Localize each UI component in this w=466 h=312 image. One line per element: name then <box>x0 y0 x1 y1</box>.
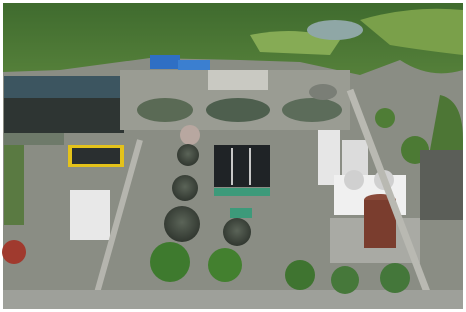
scene <box>2 3 463 309</box>
tree <box>331 266 359 294</box>
building <box>342 140 368 175</box>
tree <box>208 248 242 282</box>
basin <box>4 98 124 133</box>
tree <box>375 108 395 128</box>
tank <box>164 206 200 242</box>
clarifier <box>137 98 193 122</box>
tanks <box>208 70 268 90</box>
page: (() => { const data = JSON.parse(documen… <box>0 0 466 312</box>
tank <box>309 84 337 100</box>
trees <box>4 145 24 225</box>
tree <box>150 242 190 282</box>
roof <box>150 55 180 69</box>
parking <box>70 190 110 240</box>
tank <box>2 240 26 264</box>
filters <box>214 145 270 187</box>
tank <box>223 218 251 246</box>
roof <box>214 188 270 196</box>
basin <box>4 76 140 98</box>
shed <box>420 150 463 220</box>
pond <box>307 20 363 40</box>
aerial-photo <box>0 0 466 312</box>
tree <box>380 263 410 293</box>
clarifier <box>206 98 270 122</box>
tree <box>285 260 315 290</box>
embankment <box>4 133 64 145</box>
tank <box>177 144 199 166</box>
clarifier <box>282 98 342 122</box>
tank <box>172 175 198 201</box>
roof <box>230 208 252 218</box>
tank <box>180 125 200 145</box>
fan <box>344 170 364 190</box>
pool <box>72 148 120 164</box>
